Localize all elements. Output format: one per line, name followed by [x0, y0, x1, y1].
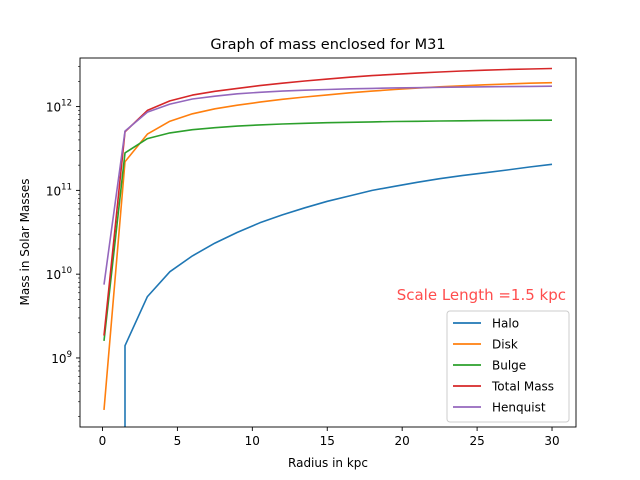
x-tick-label: 25 — [469, 434, 484, 448]
y-tick-label: 1011 — [46, 182, 72, 198]
legend-label-halo: Halo — [492, 317, 519, 331]
x-tick-label: 10 — [245, 434, 260, 448]
y-tick-label: 109 — [51, 350, 72, 366]
y-axis-label: Mass in Solar Masses — [18, 178, 32, 305]
series-line-disk — [103, 81, 553, 410]
axes-ticks: 0 5 10 15 20 25 30 109 1010 1011 1012 — [46, 66, 560, 448]
x-tick-label: 15 — [320, 434, 335, 448]
legend-label-henquist: Henquist — [492, 401, 546, 415]
legend: Halo Disk Bulge Total Mass Henquist — [446, 310, 570, 423]
series-lines — [103, 67, 553, 427]
series-line-total-mass — [103, 67, 553, 336]
plot-area — [79, 57, 577, 428]
series-line-henquist — [103, 85, 553, 285]
scale-length-annotation: Scale Length =1.5 kpc — [397, 286, 566, 304]
x-tick-label: 30 — [544, 434, 559, 448]
series-line-halo — [124, 163, 553, 427]
x-tick-label: 0 — [99, 434, 107, 448]
legend-box — [446, 310, 570, 423]
series-line-bulge — [103, 119, 553, 341]
x-tick-label: 20 — [395, 434, 410, 448]
y-tick-label: 1012 — [46, 99, 72, 115]
y-tick-label: 1010 — [46, 266, 72, 282]
x-axis-label: Radius in kpc — [288, 456, 368, 470]
axes-frame — [79, 57, 577, 428]
legend-label-total-mass: Total Mass — [491, 380, 554, 394]
legend-label-disk: Disk — [492, 338, 518, 352]
legend-label-bulge: Bulge — [492, 359, 526, 373]
chart-title: Graph of mass enclosed for M31 — [210, 37, 445, 53]
x-tick-label: 5 — [174, 434, 182, 448]
